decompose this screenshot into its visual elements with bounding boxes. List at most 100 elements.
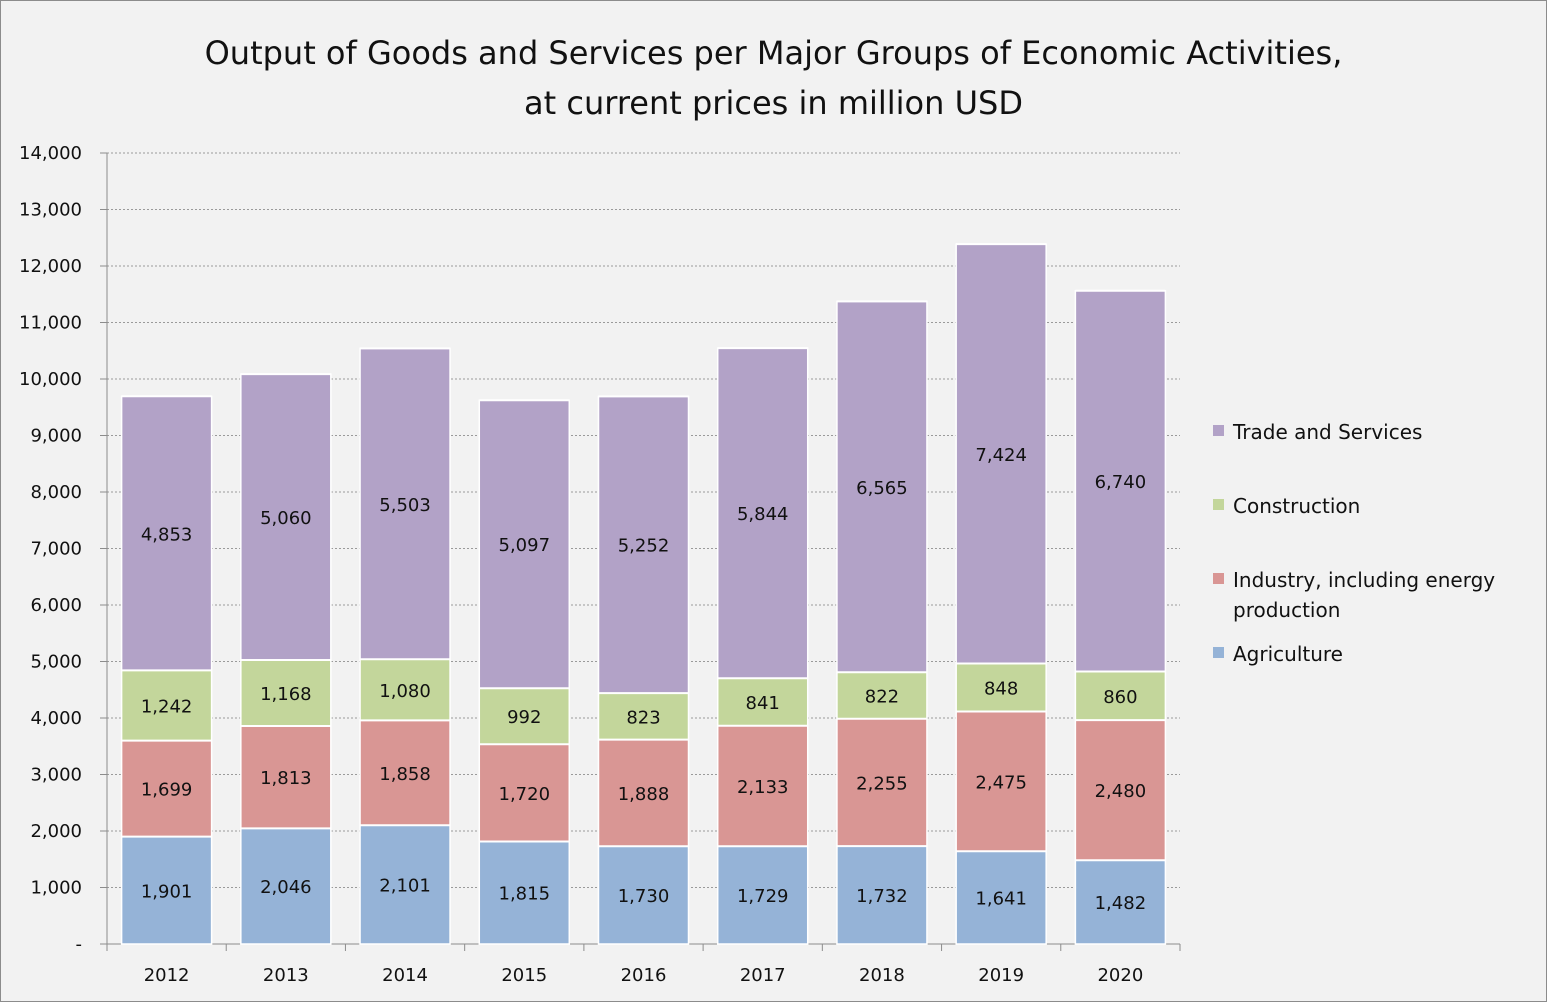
data-label: 1,641: [975, 889, 1027, 910]
data-label: 1,858: [379, 764, 431, 785]
bars: [120, 243, 1167, 945]
data-label: 5,503: [379, 495, 431, 516]
bar-industry-including-energy-production-2013: [240, 725, 331, 829]
y-tick-label: 5,000: [30, 652, 82, 673]
data-label: 2,046: [260, 877, 312, 898]
y-tick-label: 11,000: [19, 313, 82, 334]
y-tick-label: 9,000: [30, 426, 82, 447]
data-label: 848: [984, 678, 1018, 699]
y-tick-label: 13,000: [19, 200, 82, 221]
data-label: 2,480: [1095, 781, 1147, 802]
bar-trade-and-services-2016: [598, 396, 689, 694]
legend-swatch: [1213, 425, 1224, 436]
bar-industry-including-energy-production-2019: [956, 711, 1047, 852]
bar-trade-and-services-2018: [836, 301, 927, 673]
x-tick-label: 2016: [621, 965, 667, 986]
bar-construction-2012: [121, 670, 212, 741]
x-tick-label: 2018: [859, 965, 905, 986]
data-label: 5,097: [499, 535, 551, 556]
bar-construction-2015: [479, 688, 570, 745]
data-label: 5,844: [737, 504, 789, 525]
y-tick-label: 4,000: [30, 708, 82, 729]
data-label: 6,565: [856, 478, 908, 499]
bar-trade-and-services-2012: [121, 396, 212, 671]
data-label: 1,730: [618, 886, 670, 907]
data-label: 2,133: [737, 777, 789, 798]
legend-label: Trade and Services: [1232, 420, 1422, 444]
bar-outline: [478, 399, 571, 945]
bar-agriculture-2020: [1075, 860, 1166, 944]
y-tick-label: 12,000: [19, 256, 82, 277]
data-label: 1,813: [260, 768, 312, 789]
x-tick-label: 2015: [501, 965, 547, 986]
y-tick-label: 6,000: [30, 595, 82, 616]
bar-agriculture-2012: [121, 836, 212, 944]
y-tick-label: 3,000: [30, 765, 82, 786]
data-label: 1,815: [499, 884, 551, 905]
bar-outline: [597, 395, 690, 945]
data-label: 1,888: [618, 784, 670, 805]
data-label: 1,699: [141, 780, 193, 801]
y-tick-label: 1,000: [30, 878, 82, 899]
legend-swatch: [1213, 647, 1224, 658]
bar-trade-and-services-2015: [479, 400, 570, 689]
chart-title-line1: Output of Goods and Services per Major G…: [204, 34, 1343, 72]
x-tick-label: 2020: [1097, 965, 1143, 986]
legend: Trade and Services Construction Industry, …: [1213, 420, 1495, 666]
data-label: 1,729: [737, 886, 789, 907]
bar-agriculture-2019: [956, 851, 1047, 944]
bar-agriculture-2015: [479, 841, 570, 944]
bar-trade-and-services-2014: [360, 348, 451, 660]
chart-title: Output of Goods and Services per Major G…: [0, 28, 1547, 128]
bar-industry-including-energy-production-2012: [121, 740, 212, 837]
x-tick-label: 2014: [382, 965, 428, 986]
bar-trade-and-services-2013: [240, 374, 331, 660]
data-label: 1,720: [499, 784, 551, 805]
bar-industry-including-energy-production-2020: [1075, 720, 1166, 861]
bar-industry-including-energy-production-2015: [479, 744, 570, 842]
bar-industry-including-energy-production-2014: [360, 720, 451, 826]
x-tick-label: 2013: [263, 965, 309, 986]
bar-outline: [836, 300, 928, 945]
data-label: 4,853: [141, 524, 193, 545]
bar-construction-2014: [360, 659, 451, 721]
bar-outline: [716, 347, 809, 945]
data-label: 5,252: [618, 536, 670, 557]
data-label: 2,255: [856, 773, 908, 794]
bar-construction-2017: [717, 678, 808, 726]
legend-swatch: [1213, 573, 1224, 584]
axes: - 1,000 2,000 3,000 4,000 5,000 6,000 7,000 8,00…: [19, 143, 1181, 986]
bar-outline: [240, 373, 332, 945]
data-label: 1,901: [141, 881, 193, 902]
data-label: 860: [1103, 687, 1137, 708]
bar-outline: [1074, 289, 1167, 945]
bar-construction-2019: [956, 663, 1047, 712]
data-label: 823: [626, 707, 660, 728]
bar-industry-including-energy-production-2016: [598, 739, 689, 847]
data-label: 1,242: [141, 697, 193, 718]
legend-label: Agriculture: [1233, 642, 1343, 666]
data-labels: 1,901 1,699 1,242 4,853 2,046 1,813 1,168 5,060…: [141, 445, 1146, 914]
y-tick-label: 10,000: [19, 369, 82, 390]
bar-agriculture-2014: [360, 825, 451, 944]
bar-construction-2018: [836, 672, 927, 719]
data-label: 822: [865, 687, 899, 708]
bar-trade-and-services-2019: [956, 244, 1047, 664]
x-tick-label: 2019: [978, 965, 1024, 986]
y-tick-label: 7,000: [30, 539, 82, 560]
data-label: 7,424: [975, 445, 1027, 466]
data-label: 6,740: [1095, 472, 1147, 493]
chart-subtitle: at current prices in million USD: [524, 84, 1023, 122]
y-tick-label: 2,000: [30, 821, 82, 842]
bar-industry-including-energy-production-2018: [836, 718, 927, 847]
data-label: 2,475: [975, 772, 1027, 793]
bar-agriculture-2016: [598, 846, 689, 944]
data-label: 2,101: [379, 876, 431, 897]
bar-agriculture-2017: [717, 846, 808, 944]
y-tick-label: -: [76, 934, 83, 955]
legend-swatch: [1213, 499, 1224, 510]
data-label: 1,080: [379, 681, 431, 702]
bar-construction-2013: [240, 659, 331, 726]
x-tick-label: 2017: [740, 965, 786, 986]
